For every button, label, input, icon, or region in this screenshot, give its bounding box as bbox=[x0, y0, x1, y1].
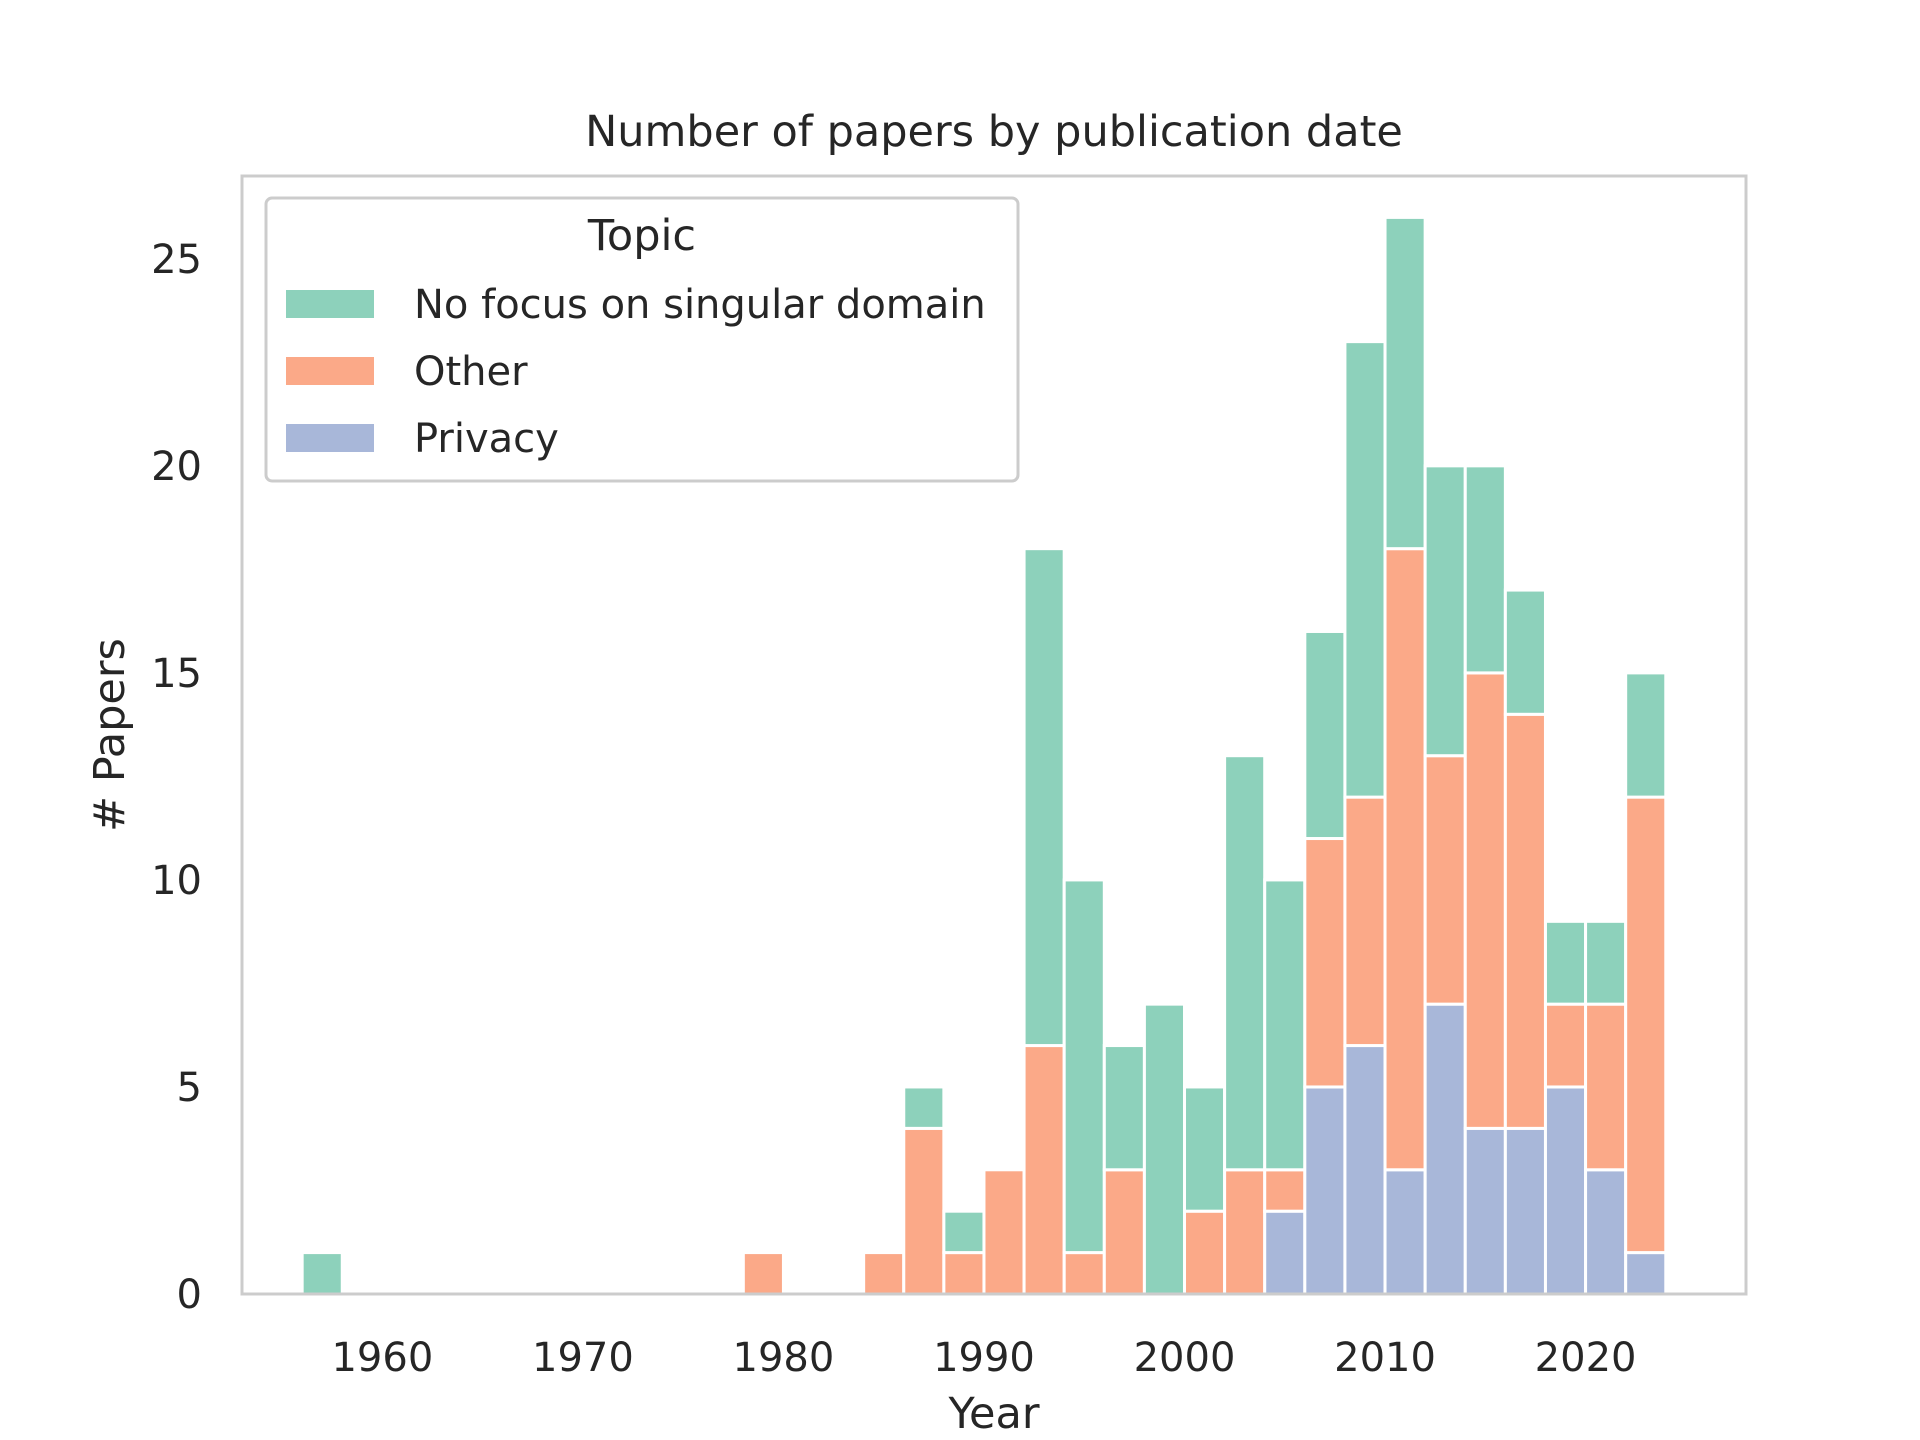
x-tick-label-1970: 1970 bbox=[532, 1335, 634, 1381]
bars-group bbox=[300, 215, 1668, 1296]
bar-other-2015 bbox=[1463, 671, 1507, 1130]
bar-no-focus-on-singular-domain-1993 bbox=[1022, 547, 1066, 1048]
bar-no-focus-on-singular-domain-2003 bbox=[1223, 754, 1267, 1172]
bar-other-1989 bbox=[942, 1251, 986, 1296]
bar-no-focus-on-singular-domain-2011 bbox=[1383, 215, 1427, 551]
legend-swatch-no-focus bbox=[286, 290, 374, 318]
bar-no-focus-on-singular-domain-2019 bbox=[1543, 919, 1588, 1006]
y-tick-label-15: 15 bbox=[151, 651, 202, 697]
bar-no-focus-on-singular-domain-2005 bbox=[1263, 878, 1307, 1172]
bar-privacy-2023 bbox=[1624, 1251, 1668, 1296]
bar-no-focus-on-singular-domain-2023 bbox=[1624, 671, 1668, 799]
bar-privacy-2011 bbox=[1383, 1168, 1427, 1296]
bar-privacy-2017 bbox=[1503, 1126, 1547, 1296]
bar-no-focus-on-singular-domain-2021 bbox=[1584, 919, 1628, 1006]
bar-other-1979 bbox=[741, 1251, 785, 1296]
x-tick-label-1990: 1990 bbox=[933, 1335, 1035, 1381]
x-tick-label-1960: 1960 bbox=[331, 1335, 433, 1381]
legend-label-no-focus: No focus on singular domain bbox=[414, 282, 986, 328]
bar-other-2021 bbox=[1584, 1002, 1628, 1172]
bar-other-2013 bbox=[1423, 754, 1467, 1006]
bar-other-2007 bbox=[1303, 837, 1347, 1089]
bar-privacy-2015 bbox=[1463, 1126, 1507, 1296]
y-tick-labels: 0 5 10 15 20 25 bbox=[151, 237, 202, 1318]
legend-label-privacy: Privacy bbox=[414, 416, 559, 462]
legend-box bbox=[264, 196, 1020, 483]
x-tick-label-2010: 2010 bbox=[1334, 1335, 1436, 1381]
y-tick-label-0: 0 bbox=[177, 1272, 202, 1318]
bar-privacy-2013 bbox=[1423, 1002, 1467, 1296]
legend-title: Topic bbox=[587, 211, 696, 261]
bar-privacy-2005 bbox=[1263, 1209, 1307, 1296]
legend: Topic No focus on singular domain Other … bbox=[264, 196, 1020, 483]
x-tick-labels: 1960 1970 1980 1990 2000 2010 2020 bbox=[331, 1335, 1636, 1381]
bar-privacy-2009 bbox=[1343, 1044, 1387, 1296]
y-axis-label: # Papers bbox=[85, 638, 135, 832]
plot-frame bbox=[240, 174, 1748, 1296]
x-axis-label: Year bbox=[947, 1389, 1039, 1439]
bar-no-focus-on-singular-domain-1997 bbox=[1102, 1044, 1146, 1172]
bar-other-1987 bbox=[902, 1126, 946, 1296]
bar-other-2019 bbox=[1543, 1002, 1588, 1089]
x-tick-label-2000: 2000 bbox=[1134, 1335, 1236, 1381]
y-tick-label-25: 25 bbox=[151, 237, 202, 283]
bar-other-1985 bbox=[862, 1251, 906, 1296]
bar-no-focus-on-singular-domain-2001 bbox=[1183, 1085, 1227, 1213]
legend-label-other: Other bbox=[414, 349, 528, 395]
x-tick-label-2020: 2020 bbox=[1535, 1335, 1637, 1381]
y-tick-label-5: 5 bbox=[177, 1065, 202, 1111]
bar-privacy-2019 bbox=[1543, 1085, 1588, 1296]
bar-other-1993 bbox=[1022, 1044, 1066, 1296]
bar-no-focus-on-singular-domain-1995 bbox=[1062, 878, 1106, 1255]
bar-other-2023 bbox=[1624, 795, 1668, 1255]
y-tick-label-10: 10 bbox=[151, 858, 202, 904]
bar-other-2003 bbox=[1223, 1168, 1267, 1296]
bar-no-focus-on-singular-domain-2009 bbox=[1343, 340, 1387, 799]
bar-no-focus-on-singular-domain-1999 bbox=[1142, 1002, 1187, 1296]
bar-other-2009 bbox=[1343, 795, 1387, 1048]
bar-no-focus-on-singular-domain-2015 bbox=[1463, 464, 1507, 675]
bar-other-1995 bbox=[1062, 1251, 1106, 1296]
bar-no-focus-on-singular-domain-2007 bbox=[1303, 629, 1347, 841]
bar-privacy-2007 bbox=[1303, 1085, 1347, 1296]
bar-other-1991 bbox=[982, 1168, 1026, 1296]
chart-title: Number of papers by publication date bbox=[585, 107, 1403, 157]
bar-privacy-2021 bbox=[1584, 1168, 1628, 1296]
bar-other-2001 bbox=[1183, 1209, 1227, 1296]
bar-other-2017 bbox=[1503, 712, 1547, 1130]
bar-other-1997 bbox=[1102, 1168, 1146, 1296]
bar-no-focus-on-singular-domain-2017 bbox=[1503, 588, 1547, 716]
bar-other-2011 bbox=[1383, 547, 1427, 1172]
x-tick-label-1980: 1980 bbox=[733, 1335, 835, 1381]
bar-other-2005 bbox=[1263, 1168, 1307, 1213]
bar-no-focus-on-singular-domain-1957 bbox=[300, 1251, 344, 1296]
bar-no-focus-on-singular-domain-1987 bbox=[902, 1085, 946, 1130]
bar-no-focus-on-singular-domain-2013 bbox=[1423, 464, 1467, 758]
legend-swatch-privacy bbox=[286, 424, 374, 452]
legend-swatch-other bbox=[286, 357, 374, 385]
bar-no-focus-on-singular-domain-1989 bbox=[942, 1209, 986, 1255]
y-tick-label-20: 20 bbox=[151, 444, 202, 490]
